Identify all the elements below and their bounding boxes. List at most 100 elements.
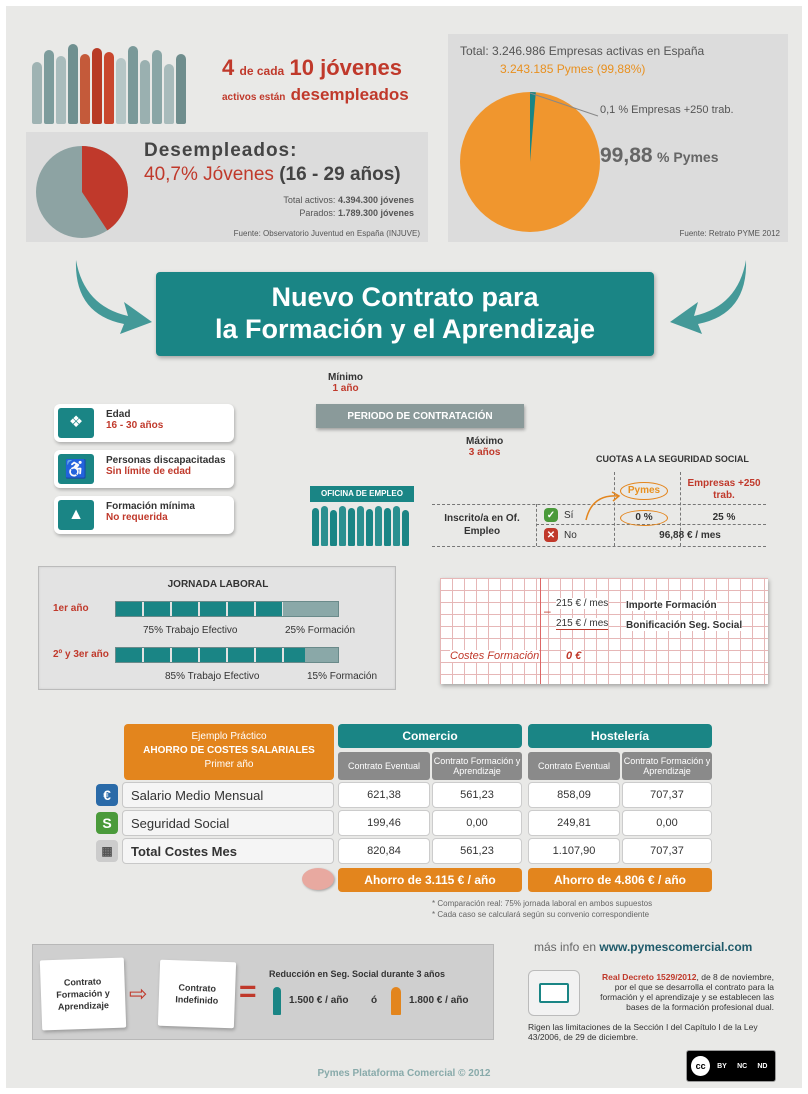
cell-seguridad-1: 199,46	[338, 810, 430, 836]
decreto-bold: Real Decreto 1529/2012	[601, 972, 697, 982]
cell-salario-2: 561,23	[432, 782, 522, 808]
youth-silhouettes	[32, 38, 222, 124]
main-title-line1: Nuevo Contrato para	[271, 282, 539, 312]
col-formacion-1: Contrato Formación y Aprendizaje	[432, 752, 522, 780]
costes-line2-label: Bonificación Seg. Social	[626, 620, 743, 631]
jornada-row1-bar	[115, 601, 339, 617]
arrow-right-outline-icon: ⇨	[129, 981, 148, 1006]
desempleados-panel: Desempleados: 40,7% Jóvenes (16 - 29 año…	[26, 132, 428, 242]
mas-info-prefix: más info en	[534, 940, 597, 954]
cell-salario-1: 621,38	[338, 782, 430, 808]
periodo-max-label: Máximo	[466, 436, 504, 447]
minus-sign: –	[544, 604, 551, 618]
cuotas-col-pymes: Pymes	[620, 482, 668, 500]
col-eventual-1: Contrato Eventual	[338, 752, 430, 780]
jornada-title: JORNADA LABORAL	[167, 579, 269, 590]
cell-total-2: 561,23	[432, 838, 522, 864]
queue-people-icon	[312, 506, 411, 546]
arrow-right-icon	[670, 260, 747, 334]
cell-salario-4: 707,37	[622, 782, 712, 808]
cuotas-si-empresas: 25 %	[712, 512, 736, 523]
oficina-label: OFICINA DE EMPLEO	[310, 486, 414, 502]
costes-line2: 215 € / mes	[556, 618, 609, 630]
main-title-box: Nuevo Contrato para la Formación y el Ap…	[156, 272, 654, 356]
total-activos-value: 4.394.300 jóvenes	[337, 195, 414, 205]
requirement-label: Personas discapacitadas	[106, 455, 226, 466]
orange-arrow-icon	[585, 491, 621, 521]
total-activos-label: Total activos:	[283, 195, 336, 205]
arrow-left-icon	[75, 260, 152, 334]
desempleados-range: (16 - 29 años)	[279, 164, 401, 185]
empresas-total-label: Total:	[460, 44, 489, 58]
ejemplo-note1: * Comparación real: 75% jornada laboral …	[432, 899, 653, 908]
ejemplo-header-line1: Ejemplo Práctico	[191, 731, 267, 742]
pymes-big: 99,88 % Pymes	[600, 144, 719, 168]
male-value: 1.500 € / año	[289, 995, 349, 1006]
card-formacion: Contrato Formación y Aprendizaje	[39, 957, 127, 1031]
jornada-row2-formation: 15% Formación	[307, 671, 378, 682]
cuotas-si: ✓ Sí	[544, 508, 573, 522]
card-indefinido: Contrato Indefinido	[157, 959, 237, 1029]
cuotas-no: ✕ No	[544, 528, 577, 542]
main-title-line2: la Formación y el Aprendizaje	[214, 314, 596, 344]
costes-result-value: 0 €	[566, 650, 582, 662]
cc-license-badge[interactable]: cc BY NC ND	[686, 1050, 776, 1082]
requirement-label: Formación mínima	[106, 501, 195, 512]
jornada-panel: JORNADA LABORAL 1er año 75% Trabajo Efec…	[38, 566, 396, 690]
desempleados-pie	[36, 146, 128, 238]
requirements-list: ❖ Edad 16 - 30 años ♿ Personas discapaci…	[54, 404, 234, 534]
requirement-value: 16 - 30 años	[106, 420, 164, 431]
reduccion-title: Reducción en Seg. Social durante 3 años	[269, 969, 446, 979]
pie-slice-jovenes	[82, 146, 128, 231]
mas-info-url[interactable]: www.pymescomercial.com	[599, 940, 753, 954]
cuotas-si-pymes: 0 %	[620, 510, 668, 526]
desempleados-title: Desempleados:	[144, 140, 298, 161]
desempleados-figures: Total activos: 4.394.300 jóvenes Parados…	[283, 194, 414, 220]
cell-seguridad-4: 0,00	[622, 810, 712, 836]
decreto-body: , de 8 de noviembre, por el que se desar…	[600, 972, 774, 1012]
desempleados-pct: 40,7% Jóvenes	[144, 164, 274, 185]
cell-total-1: 820,84	[338, 838, 430, 864]
empresas-total: Total: 3.246.986 Empresas activas en Esp…	[460, 44, 704, 58]
empresas-panel: Total: 3.246.986 Empresas activas en Esp…	[448, 34, 788, 242]
row-label-salario: Salario Medio Mensual	[122, 782, 334, 808]
ejemplo-header: Ejemplo Práctico AHORRO DE COSTES SALARI…	[124, 724, 334, 780]
cuotas-no-value: 96,88 € / mes	[659, 530, 721, 541]
jornada-row2-label: 2º y 3er año	[53, 649, 109, 660]
pymes-big-num: 99,88	[600, 144, 653, 167]
reduccion-panel: Contrato Formación y Aprendizaje ⇨ Contr…	[32, 944, 494, 1040]
empresas-total-text: 3.246.986 Empresas activas en España	[492, 44, 705, 58]
euro-icon: €	[96, 784, 118, 806]
costes-panel: 215 € / mes Importe Formación – 215 € / …	[440, 578, 768, 684]
cc-nc-icon: NC	[737, 1062, 748, 1070]
cell-salario-3: 858,09	[528, 782, 620, 808]
requirement-edad: ❖ Edad 16 - 30 años	[54, 404, 234, 442]
footer-text: Pymes Plataforma Comercial © 2012	[317, 1068, 491, 1079]
female-value: 1.800 € / año	[409, 995, 469, 1006]
empresas-big-label: 0,1 % Empresas +250 trab.	[600, 104, 734, 116]
ejemplo-note2: * Cada caso se calculará según su conven…	[432, 910, 650, 919]
parados-value: 1.789.300 jóvenes	[337, 208, 414, 218]
costes-result-label: Costes Formación	[450, 650, 540, 662]
col-eventual-2: Contrato Eventual	[528, 752, 620, 780]
cuotas-col-empresas: Empresas +250 trab.	[687, 478, 761, 501]
female-icon	[391, 987, 401, 1015]
cuotas-title: CUOTAS A LA SEGURIDAD SOCIAL	[596, 454, 749, 464]
jornada-row1-label: 1er año	[53, 603, 89, 614]
wheelchair-icon: ♿	[58, 454, 94, 484]
requirement-discapacitadas: ♿ Personas discapacitadas Sin límite de …	[54, 450, 234, 488]
youth-big: desempleados	[290, 85, 409, 104]
card-indefinido-text: Contrato Indefinido	[175, 982, 219, 1006]
mas-info: más info en www.pymescomercial.com	[534, 940, 752, 954]
requirement-formacion: ▲ Formación mínima No requerida	[54, 496, 234, 534]
desempleados-source: Fuente: Observatorio Juventud en España …	[233, 229, 420, 238]
empresas-source: Fuente: Retrato PYME 2012	[679, 229, 781, 238]
or-text: ó	[371, 995, 378, 1006]
periodo-max-value: 3 años	[468, 447, 501, 458]
requirement-label: Edad	[106, 409, 131, 420]
periodo-min: Mínimo 1 año	[328, 372, 363, 394]
graduation-cap-icon: ▲	[58, 500, 94, 530]
shield-icon: S	[96, 812, 118, 834]
ejemplo-header-line3: Primer año	[204, 759, 254, 770]
